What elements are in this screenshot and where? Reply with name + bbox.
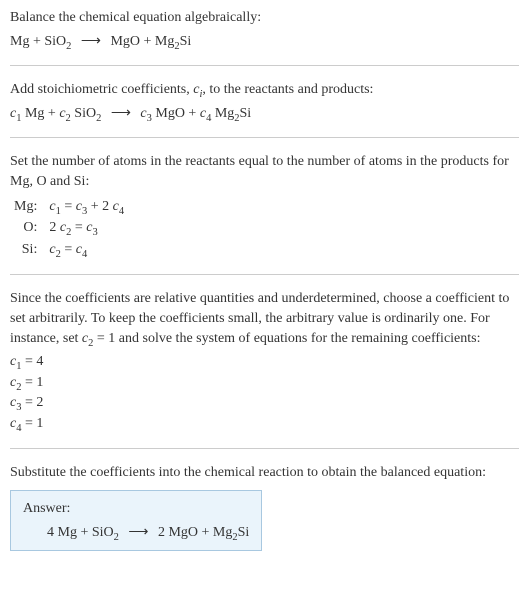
intro-text: Since the coefficients are relative quan…: [10, 289, 519, 348]
section-atom-equations: Set the number of atoms in the reactants…: [10, 152, 519, 260]
atom-balance-table: Mg: c1 = c3 + 2 c4 O: 2 c2 = c3 Si: c2 =…: [10, 196, 128, 261]
intro-text: Balance the chemical equation algebraica…: [10, 8, 519, 28]
element-equation: 2 c2 = c3: [45, 217, 128, 239]
element-equation: c2 = c4: [45, 239, 128, 261]
coefficient-value: c2 = 1: [10, 373, 519, 393]
reaction-arrow: ⟶: [128, 525, 148, 540]
intro-text: Add stoichiometric coefficients, ci, to …: [10, 80, 519, 100]
section-add-coefficients: Add stoichiometric coefficients, ci, to …: [10, 80, 519, 123]
answer-label: Answer:: [23, 499, 249, 519]
divider: [10, 65, 519, 66]
unbalanced-equation: Mg + SiO2 ⟶ MgO + Mg2Si: [10, 32, 519, 52]
intro-text: Set the number of atoms in the reactants…: [10, 152, 519, 191]
coefficient-value: c1 = 4: [10, 352, 519, 372]
coefficient-value: c3 = 2: [10, 393, 519, 413]
subscript: 2: [66, 40, 71, 51]
eq-rhs-1: MgO + Mg: [110, 34, 174, 49]
reaction-arrow: ⟶: [81, 34, 101, 49]
element-label: Mg:: [10, 196, 45, 218]
table-row: O: 2 c2 = c3: [10, 217, 128, 239]
answer-box: Answer: 4 Mg + SiO2 ⟶ 2 MgO + Mg2Si: [10, 490, 262, 551]
section-solve-coefficients: Since the coefficients are relative quan…: [10, 289, 519, 433]
element-label: O:: [10, 217, 45, 239]
table-row: Si: c2 = c4: [10, 239, 128, 261]
divider: [10, 448, 519, 449]
section-balance-intro: Balance the chemical equation algebraica…: [10, 8, 519, 51]
element-label: Si:: [10, 239, 45, 261]
reaction-arrow: ⟶: [111, 106, 131, 121]
divider: [10, 137, 519, 138]
divider: [10, 274, 519, 275]
coefficient-value: c4 = 1: [10, 414, 519, 434]
eq-lhs: Mg + SiO: [10, 34, 66, 49]
coefficient-equation: c1 Mg + c2 SiO2 ⟶ c3 MgO + c4 Mg2Si: [10, 104, 519, 124]
element-equation: c1 = c3 + 2 c4: [45, 196, 128, 218]
balanced-equation: 4 Mg + SiO2 ⟶ 2 MgO + Mg2Si: [23, 523, 249, 543]
section-answer: Substitute the coefficients into the che…: [10, 463, 519, 552]
intro-text: Substitute the coefficients into the che…: [10, 463, 519, 483]
eq-rhs-2: Si: [180, 34, 192, 49]
table-row: Mg: c1 = c3 + 2 c4: [10, 196, 128, 218]
